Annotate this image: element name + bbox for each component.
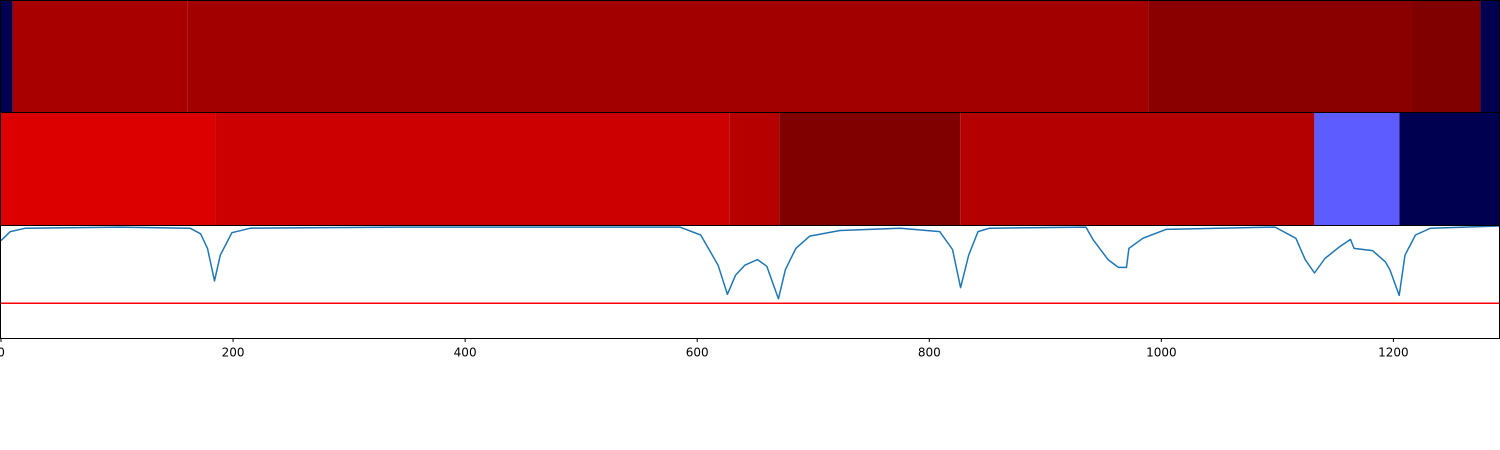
x-tick-label: 200 [222,346,245,360]
segment [1,1,13,112]
x-tick-label: 0 [0,346,5,360]
x-tick-label: 400 [454,346,477,360]
segment [1480,1,1499,112]
x-tick-label: 600 [686,346,709,360]
segment [1,113,216,225]
segment [960,113,1315,225]
segment [1411,1,1481,112]
segment [187,1,1149,112]
segment [215,113,730,225]
signal-line [0,225,1500,300]
x-tick-label: 800 [918,346,941,360]
segment [12,1,188,112]
segment [1148,1,1412,112]
segment [729,113,780,225]
x-tick-label: 1000 [1146,346,1177,360]
panel-frame [0,225,1500,339]
x-tick-label: 1200 [1378,346,1409,360]
segment [1399,113,1499,225]
segment [779,113,961,225]
segment [1314,113,1400,225]
